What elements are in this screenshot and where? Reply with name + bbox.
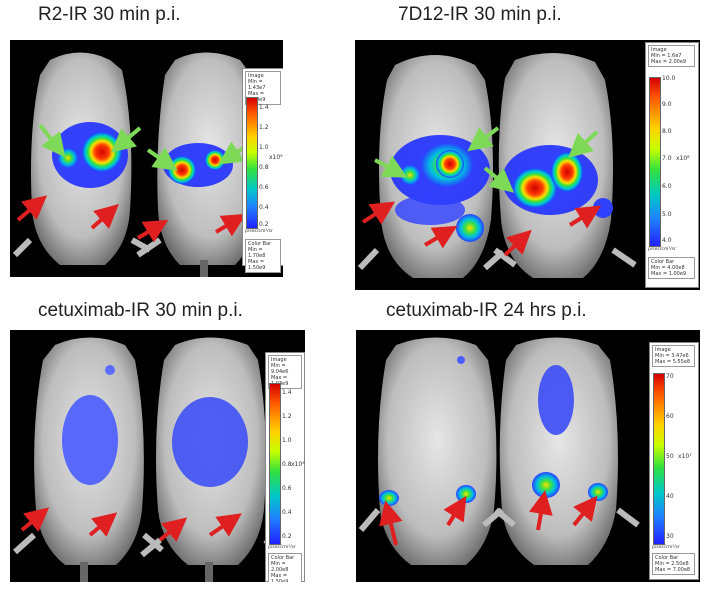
- tick-label: 0.2: [259, 221, 269, 228]
- colorbar-range-box: Color Bar Min = 2.50e8 Max = 7.00e8: [652, 553, 695, 575]
- tick-label: 30: [666, 533, 674, 540]
- color-scale-gradient: [649, 77, 661, 247]
- scale-unit: x10⁹: [291, 461, 305, 468]
- image-panel-cetuximab-30min: Image Min = 9.04e6 Max = 1.03e9 1.4 1.2 …: [10, 330, 305, 582]
- image-panel-cetuximab-24hrs: Image Min = 3.47e6 Max = 5.55e8 70 60 50…: [356, 330, 700, 582]
- tick-label: 0.4: [282, 509, 292, 516]
- panel-title-cetuximab-30min: cetuximab-IR 30 min p.i.: [38, 300, 243, 321]
- radiance-unit: p/sec/cm²/sr: [245, 229, 273, 234]
- tick-label: 1.0: [259, 144, 269, 151]
- tick-label: 0.6: [282, 485, 292, 492]
- image-panel-r2: Image Min = 1.43e7 Max = 2.19e9 1.4 1.2 …: [10, 40, 283, 277]
- scale-unit: x10⁸: [676, 155, 690, 162]
- panel-title-r2: R2-IR 30 min p.i.: [38, 4, 181, 25]
- image-range-box: Image Min = 3.47e6 Max = 5.55e8: [652, 345, 695, 367]
- color-scale-gradient: [269, 383, 281, 545]
- tick-label: 1.0: [282, 437, 292, 444]
- tick-label: 8.0: [662, 128, 672, 135]
- colorbar-range-box: Color Bar Min = 4.00e8 Max = 1.00e9: [648, 257, 695, 279]
- radiance-unit: p/sec/cm²/sr: [268, 545, 296, 550]
- tick-label: 5.0: [662, 211, 672, 218]
- image-range-box: Image Min = 9.04e6 Max = 1.03e9: [268, 355, 302, 389]
- tick-label: 0.4: [259, 204, 269, 211]
- colorbar-cetuximab-30min: Image Min = 9.04e6 Max = 1.03e9 1.4 1.2 …: [265, 352, 305, 582]
- tick-label: 6.0: [662, 183, 672, 190]
- tick-label: 4.0: [662, 237, 672, 244]
- mouse-image-cetuximab-30min: [12, 337, 287, 582]
- scale-unit: x10⁹: [269, 154, 283, 161]
- tick-label: 0.2: [282, 533, 292, 540]
- tick-label: 7.0: [662, 155, 672, 162]
- tick-label: 1.4: [259, 104, 269, 111]
- image-range-box: Image Min = 1.6e7 Max = 2.00e9: [648, 45, 695, 67]
- radiance-unit: p/sec/cm²/sr: [652, 545, 680, 550]
- tick-label: 0.6: [259, 184, 269, 191]
- tick-label: 0.8: [282, 461, 292, 468]
- tick-label: 0.8: [259, 164, 269, 171]
- mouse-image-cetuximab-24hrs: [358, 337, 640, 565]
- colorbar-range-box: Color Bar Min = 1.70e8 Max = 1.50e9: [245, 239, 281, 273]
- mouse-image-r2: [12, 52, 280, 277]
- tick-label: 10.0: [662, 75, 676, 82]
- mouse-image-7d12: [357, 52, 637, 278]
- colorbar-range-box: Color Bar Min = 2.00e8 Max = 1.50e9: [268, 553, 302, 582]
- tick-label: 1.2: [282, 413, 292, 420]
- panel-title-cetuximab-24hrs: cetuximab-IR 24 hrs p.i.: [386, 300, 587, 321]
- colorbar-cetuximab-24hrs: Image Min = 3.47e6 Max = 5.55e8 70 60 50…: [649, 342, 699, 580]
- tick-label: 60: [666, 413, 674, 420]
- tick-label: 70: [666, 373, 674, 380]
- tick-label: 1.2: [259, 124, 269, 131]
- tick-label: 40: [666, 493, 674, 500]
- panel-title-7d12: 7D12-IR 30 min p.i.: [398, 4, 562, 25]
- radiance-unit: p/sec/cm²/sr: [648, 247, 676, 252]
- colorbar-7d12: Image Min = 1.6e7 Max = 2.00e9 10.0 9.0 …: [645, 42, 699, 288]
- tick-label: 50: [666, 453, 674, 460]
- color-scale-gradient: [653, 373, 665, 545]
- scale-unit: x10⁷: [678, 453, 692, 460]
- color-scale-gradient: [246, 97, 258, 229]
- tick-label: 1.4: [282, 389, 292, 396]
- image-panel-7d12: Image Min = 1.6e7 Max = 2.00e9 10.0 9.0 …: [355, 40, 700, 290]
- colorbar-r2: Image Min = 1.43e7 Max = 2.19e9 1.4 1.2 …: [242, 68, 283, 273]
- tick-label: 9.0: [662, 101, 672, 108]
